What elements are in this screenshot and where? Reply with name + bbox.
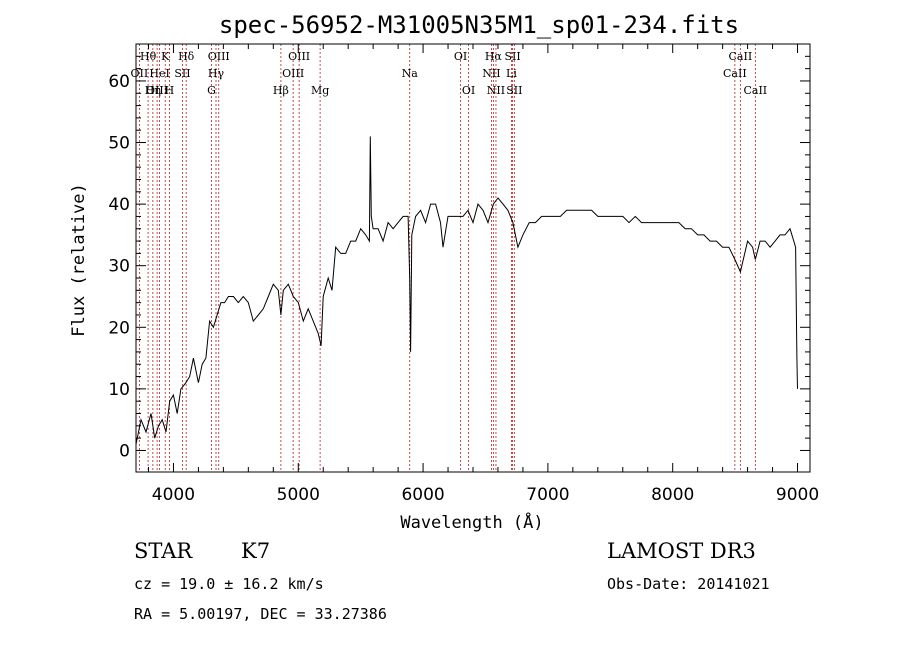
spectral-line-label: Hη [145,84,161,97]
y-axis-ticks: 0 10 20 30 40 50 60 [108,55,810,461]
spectral-line-label: OI [462,84,475,97]
y-tick-label: 50 [108,134,130,154]
y-tick-label: 20 [108,318,130,338]
spectral-line-label: CaII [743,84,767,97]
x-tick-label: 8000 [651,485,694,505]
x-tick-label: 9000 [776,485,819,505]
spectral-line-label: H [165,84,175,97]
coordinates-text: RA = 5.00197, DEC = 33.27386 [134,605,387,623]
spectral-line-label: Hγ [208,67,225,80]
spectral-line-label: Hδ [178,50,195,63]
spectral-line-label: Li [506,67,517,80]
spectral-line-label: Hβ [273,84,289,97]
spectral-line-label: SII [504,50,520,63]
spectral-line-label: HeI [149,67,169,80]
spectral-line-label: OIII [288,50,310,63]
spectral-line-label: Hθ [140,50,157,63]
spectral-line-label: G [207,84,216,97]
spectral-line-label: CaII [729,50,753,63]
redshift-text: cz = 19.0 ± 16.2 km/s [134,575,324,593]
y-axis-label: Flux (relative) [69,183,89,337]
chart-title: spec-56952-M31005N35M1_sp01-234.fits [219,11,739,39]
x-tick-label: 5000 [277,485,320,505]
survey-name: LAMOST DR3 [607,539,756,563]
y-tick-label: 60 [108,72,130,92]
y-tick-label: 10 [108,380,130,400]
x-axis-label: Wavelength (Å) [400,511,543,533]
spectral-line-label: Na [402,67,419,80]
x-tick-label: 4000 [152,485,195,505]
spectral-line-label: K [161,50,170,63]
spectral-line-label: OIII [282,67,304,80]
spectral-line-label: NII [482,67,500,80]
x-tick-label: 6000 [401,485,444,505]
obs-date-text: Obs-Date: 20141021 [607,575,770,593]
y-tick-label: 30 [108,257,130,277]
y-tick-label: 0 [119,441,130,461]
y-tick-label: 40 [108,195,130,215]
spectral-line-label: OI [454,50,467,63]
spectral-line-label: SII [506,84,522,97]
object-subclass: K7 [241,539,270,563]
spectral-line-label: Hα [485,50,503,63]
x-axis-ticks: 4000 5000 6000 7000 8000 9000 [147,44,819,505]
spectral-line-label: Mg [311,84,329,97]
spectral-line-label: SII [174,67,190,80]
spectrum-series-line [135,136,798,445]
spectral-line-label: OIII [208,50,230,63]
x-tick-label: 7000 [526,485,569,505]
spectral-line-label: CaII [723,67,747,80]
spectral-line-markers [138,44,756,472]
spectral-line-label: OIII [146,84,168,97]
spectral-line-label: NII [487,84,505,97]
plot-frame [135,43,811,473]
spectral-line-label: OII [131,67,149,80]
object-class: STAR [134,539,193,563]
